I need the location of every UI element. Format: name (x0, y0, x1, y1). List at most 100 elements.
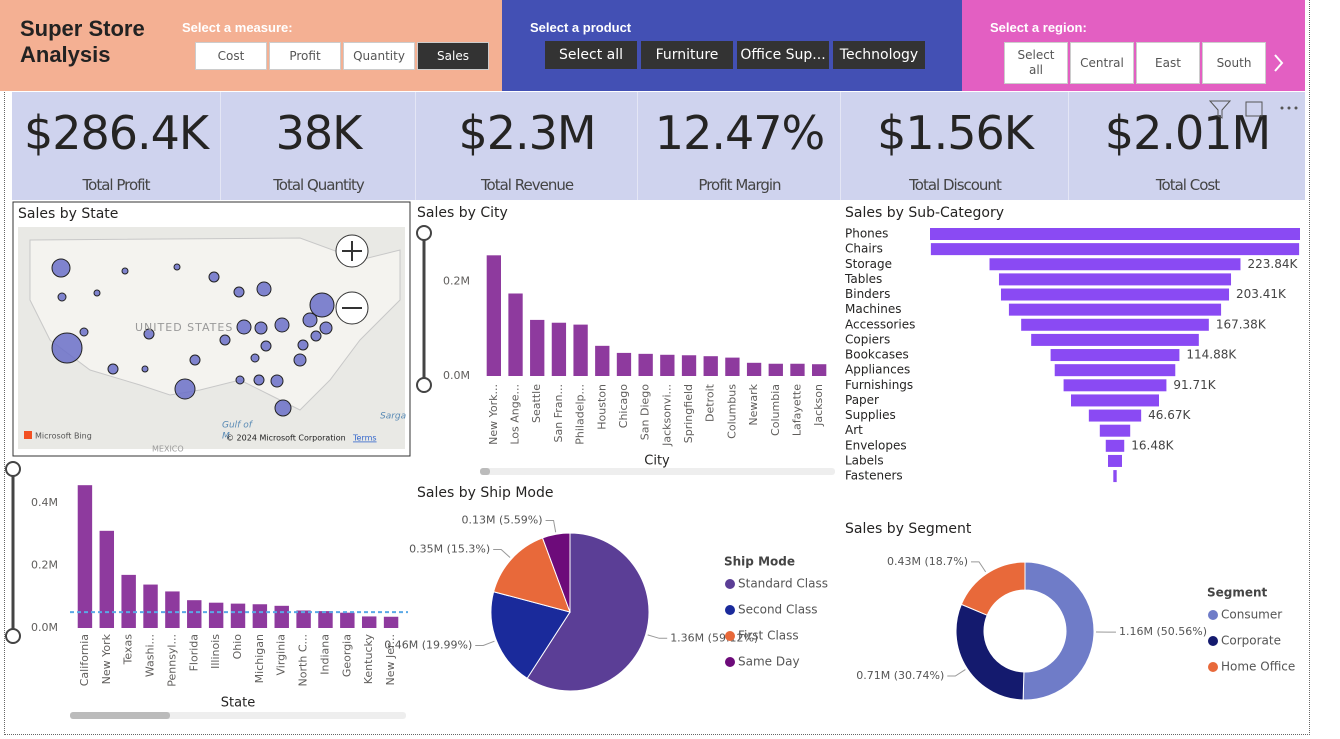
category-label: Phones (845, 227, 888, 241)
slice (526, 532, 650, 692)
kpi-band: $286.4K Total Profit 38K Total Quantity $2.3… (12, 92, 1305, 200)
dashboard-title: Super Store Analysis (20, 16, 145, 67)
leader-line (947, 669, 966, 677)
slicer-button[interactable]: East (1136, 42, 1200, 84)
legend-marker (725, 631, 735, 641)
slicer-button[interactable]: Select all (545, 41, 637, 69)
slicer-button[interactable]: South (1202, 42, 1266, 84)
x-tick-label: Seattle (530, 384, 543, 423)
map-terms[interactable]: Terms (352, 434, 377, 443)
x-tick-label: Detroit (704, 383, 717, 422)
bar (573, 324, 588, 376)
category-label: Binders (845, 287, 890, 301)
funnel-bar (1031, 333, 1199, 346)
y-tick-label: 0.0M (31, 621, 58, 634)
kpi-card: 38K Total Quantity (220, 92, 416, 200)
bar (187, 600, 202, 628)
x-tick-label: Chicago (617, 384, 630, 428)
category-label: Copiers (845, 332, 890, 346)
x-tick-label: Virginia (275, 634, 288, 675)
slicer-button[interactable]: Office Sup... (737, 41, 829, 69)
bar (77, 485, 93, 628)
bar (551, 322, 567, 376)
chart-title: Sales by Sub-Category (845, 205, 1004, 221)
funnel-bar (1105, 439, 1125, 452)
focus-icon[interactable] (1245, 101, 1263, 117)
bar (318, 611, 333, 628)
kpi-value: $2.3M (458, 106, 596, 160)
bar (165, 591, 180, 628)
category-label: Accessories (845, 317, 915, 331)
funnel-bar (1099, 424, 1131, 437)
bar (274, 605, 289, 628)
leader-line (493, 548, 511, 558)
slider-handle[interactable] (5, 628, 21, 644)
bar (638, 353, 653, 376)
funnel-bar (1054, 364, 1176, 377)
data-label: 223.84K (1247, 257, 1298, 271)
bar (230, 603, 246, 628)
x-tick-label: Columbia (769, 384, 782, 436)
chart-title: Sales by Segment (845, 521, 972, 537)
bar (768, 363, 783, 376)
x-tick-label: Springfield (682, 384, 695, 443)
y-tick-label: 0.2M (31, 559, 58, 572)
slicer-button[interactable]: Central (1070, 42, 1134, 84)
legend-label: Consumer (1221, 608, 1282, 622)
slicer-button[interactable]: Furniture (641, 41, 733, 69)
slicer: Select all Central East South (1004, 42, 1266, 84)
slider-handle[interactable] (416, 225, 432, 241)
scrollbar[interactable] (480, 468, 835, 475)
x-tick-label: New York... (487, 384, 500, 445)
x-tick-label: Columbus (725, 384, 738, 439)
legend-marker (1208, 662, 1218, 672)
x-tick-label: Illinois (209, 634, 222, 669)
data-label: 16.48K (1131, 438, 1174, 452)
kpi-card: $2.01M Total Cost (1068, 92, 1306, 200)
funnel-bar (1088, 409, 1142, 422)
category-label: Machines (845, 302, 901, 316)
more-icon[interactable] (1280, 106, 1298, 110)
bing-logo (24, 431, 32, 439)
slicer-button[interactable]: Select all (1004, 42, 1068, 84)
slicer-button[interactable]: Sales (417, 42, 489, 70)
data-label: 46.67K (1148, 408, 1191, 422)
slider-handle[interactable] (5, 461, 21, 477)
slicer-button[interactable]: Cost (195, 42, 267, 70)
kpi-value: $1.56K (877, 106, 1034, 160)
x-tick-label: Texas (122, 634, 135, 666)
legend-marker (725, 579, 735, 589)
next-arrow[interactable] (1274, 54, 1284, 72)
x-tick-label: Ohio (231, 634, 244, 660)
slicer-label: Select a product (530, 20, 632, 35)
x-tick-label: Los Ange... (509, 384, 522, 445)
x-tick-label: San Diego (639, 384, 652, 440)
legend-marker (725, 657, 735, 667)
legend-label: Standard Class (738, 577, 828, 591)
slicer-button[interactable]: Technology (833, 41, 925, 69)
x-tick-label: Georgia (340, 634, 353, 677)
scroll-thumb[interactable] (70, 712, 170, 719)
scroll-thumb[interactable] (480, 468, 490, 475)
x-tick-label: Jacksonvi... (660, 384, 673, 447)
slicer-button[interactable]: Profit (269, 42, 341, 70)
legend-marker (725, 605, 735, 615)
data-label: 1.16M (50.56%) (1119, 625, 1207, 638)
kpi-value: $2.01M (1104, 106, 1271, 160)
x-tick-label: Jackson (812, 384, 825, 427)
data-label: 0.35M (15.3%) (409, 542, 490, 555)
x-tick-label: California (78, 634, 91, 686)
slicer-button[interactable]: Quantity (343, 42, 415, 70)
category-label: Supplies (845, 408, 896, 422)
slice (955, 603, 1025, 701)
slider-handle[interactable] (416, 377, 432, 393)
zoom-in-icon (342, 241, 362, 261)
bar (703, 356, 718, 376)
category-label: Fasteners (845, 469, 903, 483)
chart-title: Sales by Ship Mode (417, 485, 553, 501)
filter-icon[interactable] (1208, 100, 1232, 119)
x-tick-label: Philadelp... (574, 384, 587, 445)
kpi-value: 38K (275, 106, 363, 160)
bar (616, 352, 632, 376)
